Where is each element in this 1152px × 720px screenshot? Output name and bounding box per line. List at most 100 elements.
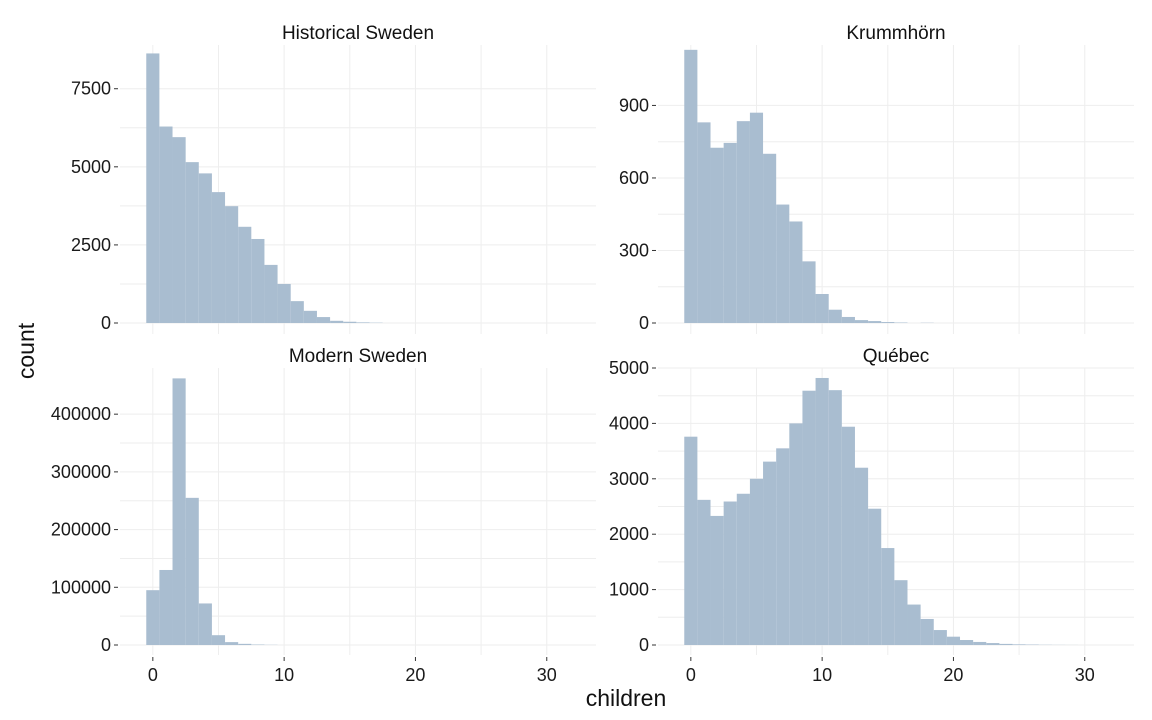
panel-3: Québec 0 1000 2000 3000 4000 5000 0 10 20 30 (609, 346, 1134, 685)
x-tick-label: 20 (943, 665, 963, 685)
histogram-bar (238, 226, 252, 323)
histogram-bar (881, 548, 895, 645)
histogram-bar (894, 580, 908, 645)
histogram-bar (684, 49, 698, 324)
histogram-bar (277, 283, 291, 323)
panel-0: Historical Sweden 0 2500 5000 7500 (71, 23, 596, 334)
histogram-bar (172, 378, 186, 645)
histogram-bar (172, 137, 186, 323)
histogram-bar (198, 173, 212, 323)
y-tick-label: 400000 (51, 404, 111, 424)
panel-title: Modern Sweden (289, 346, 427, 367)
histogram-bar (185, 162, 199, 323)
x-tick-label: 0 (148, 665, 158, 685)
histogram-bar (841, 426, 855, 645)
y-tick-label: 2000 (609, 524, 649, 544)
y-tick-label: 2500 (71, 235, 111, 255)
y-tick-label: 200000 (51, 520, 111, 540)
histogram-bar (815, 377, 829, 645)
y-tick-label: 1000 (609, 580, 649, 600)
histogram-bar (907, 604, 921, 645)
x-axis-title: children (586, 685, 667, 711)
x-tick-label: 30 (1075, 665, 1095, 685)
y-tick-label: 3000 (609, 469, 649, 489)
y-tick-label: 900 (619, 95, 649, 115)
histogram-bar (815, 293, 829, 323)
histogram-bar (159, 569, 173, 645)
x-tick-label: 0 (686, 665, 696, 685)
x-tick-label: 20 (405, 665, 425, 685)
y-tick-label: 0 (639, 635, 649, 655)
histogram-bar (973, 641, 987, 645)
histogram-bar (736, 121, 750, 323)
histogram-bar (802, 261, 816, 323)
y-tick-label: 600 (619, 168, 649, 188)
histogram-bar (776, 204, 790, 323)
panel-2: Modern Sweden 0 100000 200000 300000 400000 0 1… (51, 346, 596, 685)
histogram-bar (343, 321, 357, 323)
histogram-bar (290, 301, 304, 323)
histogram-bar (749, 112, 764, 324)
x-tick-label: 10 (812, 665, 832, 685)
histogram-bar (264, 264, 278, 323)
histogram-bar (356, 322, 370, 323)
histogram-bar (316, 317, 331, 323)
y-tick-label: 0 (101, 313, 111, 333)
histogram-bar (933, 630, 947, 645)
histogram-bar (146, 53, 160, 323)
histogram-bar (828, 309, 842, 323)
histogram-bar (920, 618, 934, 645)
y-tick-label: 5000 (71, 157, 111, 177)
histogram-bar (225, 642, 239, 645)
x-tick-label: 30 (537, 665, 557, 685)
histogram-bar (868, 508, 882, 645)
histogram-bar (1012, 644, 1026, 645)
histogram-bar (684, 436, 698, 645)
y-tick-label: 5000 (609, 358, 649, 378)
histogram-bar (697, 499, 711, 645)
histogram-bar (789, 221, 803, 323)
y-tick-label: 0 (639, 313, 649, 333)
histogram-bar (211, 192, 226, 323)
histogram-bar (946, 636, 961, 645)
y-tick-label: 300 (619, 240, 649, 260)
panel-title: Québec (863, 346, 930, 367)
histogram-bar (776, 448, 790, 645)
histogram-bar (238, 643, 252, 645)
panel-title: Krummhörn (846, 23, 945, 44)
histogram-bar (881, 322, 895, 323)
histogram-bar (854, 467, 869, 645)
histogram-bar (841, 316, 855, 323)
histogram-bar (159, 126, 173, 323)
histogram-bar (211, 635, 226, 645)
histogram-bar (749, 478, 764, 645)
histogram-bar (723, 501, 737, 645)
y-tick-label: 4000 (609, 413, 649, 433)
histogram-bar (999, 643, 1013, 645)
histogram-bar (789, 423, 803, 645)
histogram-bar (986, 643, 1000, 645)
histogram-bar (802, 390, 816, 645)
histogram-bar (723, 142, 737, 323)
histogram-bar (854, 320, 869, 323)
y-axis-title: count (13, 322, 39, 379)
x-tick-label: 10 (274, 665, 294, 685)
panel-title: Historical Sweden (282, 23, 434, 44)
histogram-bar (185, 497, 199, 645)
y-tick-label: 7500 (71, 79, 111, 99)
y-tick-label: 0 (101, 635, 111, 655)
panel-1: Krummhörn 0 300 600 900 (619, 23, 1134, 334)
y-tick-label: 100000 (51, 577, 111, 597)
histogram-bar (303, 310, 317, 323)
histogram-bar (763, 153, 777, 323)
histogram-bar (251, 238, 265, 323)
histogram-bar (697, 122, 711, 323)
histogram-bar (225, 206, 239, 323)
histogram-bar (763, 461, 777, 645)
histogram-bar (330, 320, 344, 323)
histogram-bar (736, 493, 750, 645)
histogram-bar (828, 390, 842, 645)
histogram-bar (198, 603, 212, 645)
histogram-bar (960, 640, 974, 645)
